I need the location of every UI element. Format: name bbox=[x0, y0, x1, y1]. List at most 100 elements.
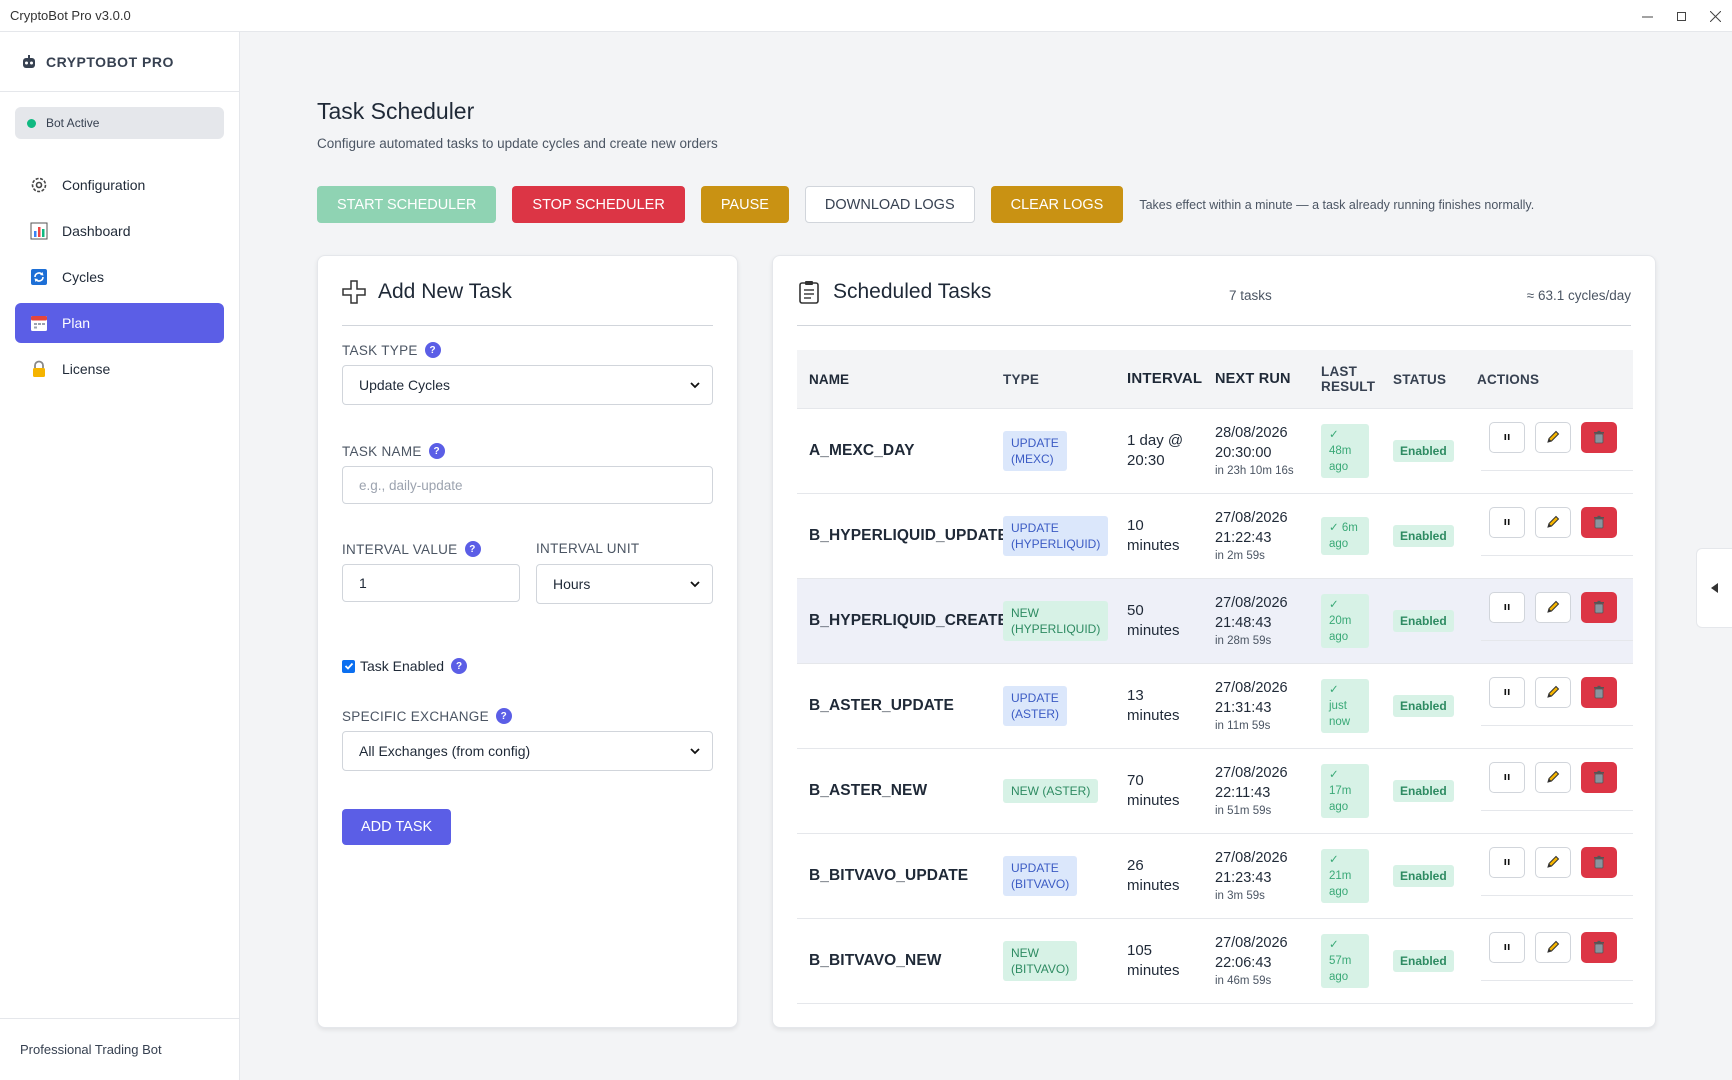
sidebar-footer: Professional Trading Bot bbox=[0, 1018, 239, 1080]
help-icon[interactable]: ? bbox=[424, 342, 441, 358]
stop-scheduler-button[interactable]: STOP SCHEDULER bbox=[512, 186, 685, 223]
edit-task-button[interactable] bbox=[1535, 846, 1571, 878]
close-icon bbox=[1709, 10, 1721, 22]
delete-task-button[interactable] bbox=[1581, 846, 1617, 878]
pause-task-button[interactable] bbox=[1489, 846, 1525, 878]
sidebar-item-configuration[interactable]: Configuration bbox=[15, 165, 224, 205]
edit-task-button[interactable] bbox=[1535, 421, 1571, 453]
delete-task-button[interactable] bbox=[1581, 931, 1617, 963]
table-row[interactable]: A_MEXC_DAY UPDATE (MEXC) 1 day @ 20:30 28/08/… bbox=[797, 409, 1633, 494]
status-badge: Enabled bbox=[1393, 525, 1454, 547]
edit-task-button[interactable] bbox=[1535, 506, 1571, 538]
sidebar-item-license[interactable]: License bbox=[15, 349, 224, 389]
close-window-button[interactable] bbox=[1698, 0, 1732, 32]
pause-button[interactable]: PAUSE bbox=[700, 186, 789, 223]
clear-logs-button[interactable]: CLEAR LOGS bbox=[990, 186, 1124, 223]
start-scheduler-button[interactable]: START SCHEDULER bbox=[317, 186, 497, 223]
task-name: B_ASTER_NEW bbox=[809, 782, 928, 799]
col-actions: ACTIONS bbox=[1477, 371, 1540, 387]
last-result-line1: ✓ bbox=[1329, 939, 1339, 951]
delete-task-button[interactable] bbox=[1581, 761, 1617, 793]
last-result-badge: ✓ 21m ago bbox=[1321, 849, 1369, 903]
last-result-line2: 17m bbox=[1329, 785, 1352, 797]
pause-task-button[interactable] bbox=[1489, 931, 1525, 963]
help-icon[interactable]: ? bbox=[451, 658, 468, 674]
add-task-button[interactable]: ADD TASK bbox=[342, 809, 452, 845]
interval-value-input[interactable]: 1 bbox=[342, 564, 520, 602]
col-name: NAME bbox=[809, 371, 850, 387]
table-row[interactable]: B_HYPERLIQUID_UPDATE UPDATE (HYPERLIQUID) 1… bbox=[797, 494, 1633, 579]
status-badge: Enabled bbox=[1393, 950, 1454, 972]
last-result-line3: now bbox=[1329, 716, 1351, 728]
task-type-line1: UPDATE bbox=[1011, 521, 1059, 535]
delete-task-button[interactable] bbox=[1581, 506, 1617, 538]
task-status: Enabled bbox=[1393, 610, 1477, 632]
pencil-icon bbox=[1547, 430, 1560, 443]
interval-value-label-text: INTERVAL VALUE bbox=[342, 541, 458, 557]
maximize-button[interactable] bbox=[1664, 0, 1698, 32]
task-type-cell: NEW (HYPERLIQUID) bbox=[1003, 601, 1127, 641]
pause-task-button[interactable] bbox=[1489, 591, 1525, 623]
task-type-line2: (BITVAVO) bbox=[1011, 877, 1070, 891]
task-name-placeholder: e.g., daily-update bbox=[359, 477, 463, 493]
pause-task-button[interactable] bbox=[1489, 421, 1525, 453]
last-result-line1: ✓ bbox=[1329, 599, 1339, 611]
help-icon[interactable]: ? bbox=[464, 541, 481, 557]
edit-task-button[interactable] bbox=[1535, 761, 1571, 793]
sidebar-item-plan[interactable]: Plan bbox=[15, 303, 224, 343]
page-subtitle: Configure automated tasks to update cycl… bbox=[317, 136, 718, 151]
last-result-line3: ago bbox=[1329, 971, 1349, 983]
pause-task-button[interactable] bbox=[1489, 676, 1525, 708]
task-type-label: TASK TYPE ? bbox=[342, 342, 441, 358]
exchange-select[interactable]: All Exchanges (from config) bbox=[342, 731, 713, 771]
table-row[interactable]: B_BITVAVO_NEW NEW (BITVAVO) 105 minutes 27/08… bbox=[797, 919, 1633, 1004]
delete-task-button[interactable] bbox=[1581, 421, 1617, 453]
help-icon[interactable]: ? bbox=[495, 708, 512, 724]
table-row[interactable]: B_BITVAVO_UPDATE UPDATE (BITVAVO) 26 minutes… bbox=[797, 834, 1633, 919]
last-result-line2: 20m bbox=[1329, 615, 1352, 627]
task-next-run: 27/08/2026 22:11:43 in 51m 59s bbox=[1215, 763, 1321, 819]
table-row[interactable]: B_HYPERLIQUID_CREATE NEW (HYPERLIQUID) 50 mi… bbox=[797, 579, 1633, 664]
task-actions bbox=[1477, 846, 1633, 878]
minimize-button[interactable] bbox=[1630, 0, 1664, 32]
task-interval-line2: minutes bbox=[1127, 877, 1180, 894]
sidebar-item-dashboard[interactable]: Dashboard bbox=[15, 211, 224, 251]
delete-task-button[interactable] bbox=[1581, 676, 1617, 708]
edit-task-button[interactable] bbox=[1535, 591, 1571, 623]
task-type-line2: (ASTER) bbox=[1011, 707, 1059, 721]
task-name-label-text: TASK NAME bbox=[342, 443, 422, 459]
window-title: CryptoBot Pro v3.0.0 bbox=[10, 8, 131, 23]
task-type-line1: NEW bbox=[1011, 946, 1039, 960]
next-run-countdown: in 28m 59s bbox=[1215, 635, 1272, 647]
edit-task-button[interactable] bbox=[1535, 931, 1571, 963]
page-title: Task Scheduler bbox=[317, 98, 475, 124]
table-row[interactable]: B_ASTER_UPDATE UPDATE (ASTER) 13 minutes 27/0… bbox=[797, 664, 1633, 749]
scheduled-tasks-card: Scheduled Tasks 7 tasks ≈ 63.1 cycles/da… bbox=[772, 255, 1656, 1028]
last-result-badge: ✓ 17m ago bbox=[1321, 764, 1369, 818]
task-last-result: ✓ 17m ago bbox=[1321, 764, 1393, 818]
sidebar-item-cycles[interactable]: Cycles bbox=[15, 257, 224, 297]
task-enabled-checkbox[interactable] bbox=[342, 659, 355, 673]
delete-task-button[interactable] bbox=[1581, 591, 1617, 623]
task-type-select[interactable]: Update Cycles bbox=[342, 365, 713, 405]
pause-task-button[interactable] bbox=[1489, 506, 1525, 538]
next-run-countdown: in 51m 59s bbox=[1215, 805, 1272, 817]
help-icon[interactable]: ? bbox=[428, 443, 445, 459]
task-interval-line2: minutes bbox=[1127, 537, 1180, 554]
task-type-line2: (BITVAVO) bbox=[1011, 962, 1070, 976]
toolbar-note: Takes effect within a minute — a task al… bbox=[1139, 197, 1535, 212]
task-actions bbox=[1477, 931, 1633, 963]
task-next-run: 27/08/2026 21:23:43 in 3m 59s bbox=[1215, 848, 1321, 904]
task-name-input[interactable]: e.g., daily-update bbox=[342, 466, 713, 504]
next-run-countdown: in 11m 59s bbox=[1215, 720, 1271, 732]
exchange-label-text: SPECIFIC EXCHANGE bbox=[342, 708, 489, 724]
download-logs-button[interactable]: DOWNLOAD LOGS bbox=[804, 186, 975, 223]
pencil-icon bbox=[1547, 600, 1560, 613]
pause-task-button[interactable] bbox=[1489, 761, 1525, 793]
edit-task-button[interactable] bbox=[1535, 676, 1571, 708]
lock-icon bbox=[30, 360, 48, 378]
interval-unit-select[interactable]: Hours bbox=[536, 564, 713, 604]
task-actions bbox=[1477, 506, 1633, 538]
side-panel-toggle[interactable] bbox=[1696, 548, 1732, 628]
table-row[interactable]: B_ASTER_NEW NEW (ASTER) 70 minutes 27/08/202… bbox=[797, 749, 1633, 834]
